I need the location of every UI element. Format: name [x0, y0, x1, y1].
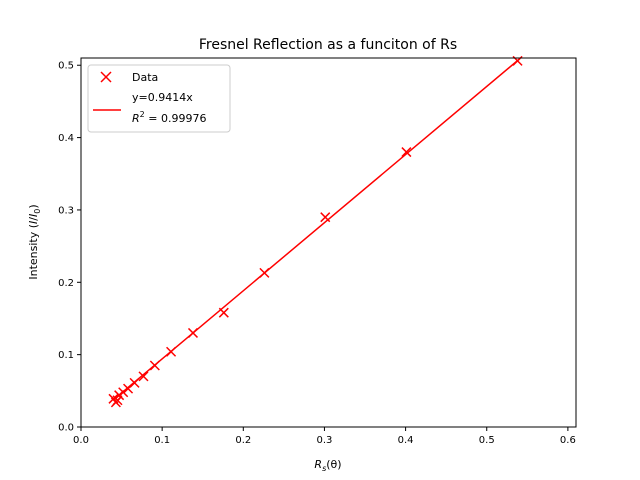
legend-marker-data	[100, 71, 112, 83]
legend-r2-head: R	[132, 112, 140, 125]
plot-frame	[80, 57, 577, 428]
x-tick-label: 0.2	[235, 435, 251, 446]
y-axis-label: Intensity (I/I0)	[27, 204, 42, 279]
x-tick-label: 0.0	[73, 435, 89, 446]
x-tick-label: 0.3	[316, 435, 332, 446]
data-point	[218, 307, 229, 318]
x-axis-ticks: 0.0 0.1 0.2 0.3 0.4 0.5 0.6	[73, 427, 576, 446]
data-point	[118, 387, 129, 398]
x-axis-label-main: R	[314, 458, 322, 471]
y-tick-label: 0.5	[58, 61, 74, 72]
y-tick-label: 0.0	[58, 423, 74, 434]
data-point	[187, 327, 199, 338]
y-axis-label-i: I	[27, 221, 40, 224]
data-point	[320, 212, 331, 223]
data-point	[138, 371, 149, 382]
y-axis-label-head: Intensity (	[27, 224, 40, 280]
data-point	[149, 360, 160, 371]
legend-label-data: Data	[132, 71, 158, 84]
data-point	[401, 147, 412, 158]
legend-box	[87, 64, 231, 133]
y-axis-label-i0: I	[27, 214, 40, 217]
x-tick-label: 0.4	[398, 435, 414, 446]
legend-label-r2: R2 = 0.99976	[132, 110, 206, 125]
y-tick-label: 0.4	[58, 133, 74, 144]
y-axis-label-tail: )	[27, 204, 40, 208]
x-tick-label: 0.6	[560, 435, 576, 446]
y-axis-label-sub: 0	[33, 209, 42, 214]
y-tick-label: 0.1	[58, 350, 74, 361]
legend-r2-tail: = 0.99976	[145, 112, 207, 125]
data-point	[129, 377, 140, 388]
x-tick-label: 0.1	[154, 435, 170, 446]
plot-marks	[108, 55, 523, 408]
y-tick-label: 0.2	[58, 278, 74, 289]
legend-r2-sup: 2	[140, 110, 145, 119]
fit-line	[112, 57, 521, 401]
legend: Data y=0.9414x R2 = 0.99976	[87, 64, 231, 133]
data-point	[259, 267, 270, 278]
y-axis-label-slash: /	[27, 217, 40, 221]
x-tick-label: 0.5	[479, 435, 495, 446]
x-axis-label-tail: (θ)	[326, 458, 341, 471]
legend-label-fit: y=0.9414x	[132, 91, 193, 104]
y-tick-label: 0.3	[58, 205, 74, 216]
x-axis-label-sub: s	[322, 464, 326, 473]
data-point	[166, 346, 177, 357]
chart-title: Fresnel Reflection as a funciton of Rs	[199, 37, 457, 53]
x-axis-label: Rs(θ)	[314, 458, 341, 473]
y-axis-ticks: 0.0 0.1 0.2 0.3 0.4 0.5	[58, 61, 81, 434]
